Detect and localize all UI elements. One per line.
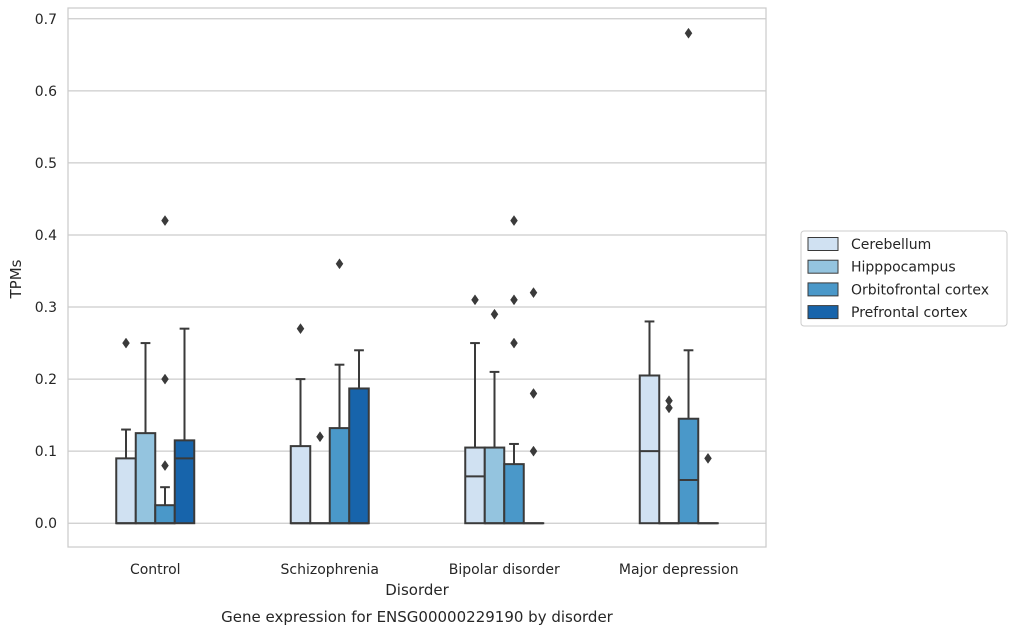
outlier-point	[297, 324, 304, 334]
box	[679, 419, 699, 523]
y-tick-label: 0.0	[35, 516, 57, 532]
box	[330, 428, 350, 523]
y-tick-label: 0.3	[35, 300, 57, 316]
x-tick-labels: Control Schizophrenia Bipolar disorder Majo…	[130, 562, 739, 578]
outlier-point	[685, 28, 692, 38]
y-tick-label: 0.2	[35, 372, 57, 388]
outlier-point	[472, 295, 479, 305]
box-group	[330, 365, 350, 524]
box-group	[175, 329, 195, 524]
legend-swatch	[808, 238, 838, 251]
x-tick-label: Schizophrenia	[281, 562, 379, 578]
box-group	[349, 350, 369, 523]
box-group	[504, 444, 524, 523]
box	[155, 505, 175, 523]
y-tick-label: 0.7	[35, 12, 57, 28]
legend-label: Prefrontal cortex	[851, 305, 968, 321]
outlier-layer	[123, 28, 712, 470]
outlier-point	[511, 216, 518, 226]
outlier-point	[530, 288, 537, 298]
legend: Cerebellum Hipppocampus Orbitofrontal cort…	[801, 231, 1007, 326]
box-group	[136, 343, 156, 523]
x-tick-label: Major depression	[619, 562, 739, 578]
box	[504, 464, 524, 523]
legend-label: Hipppocampus	[851, 260, 956, 276]
box	[175, 440, 195, 523]
chart-caption: Gene expression for ENSG00000229190 by d…	[221, 608, 614, 626]
y-tick-label: 0.1	[35, 444, 57, 460]
box-group	[155, 487, 175, 523]
box-group	[640, 321, 660, 523]
x-axis-label: Disorder	[385, 581, 449, 599]
box	[291, 446, 311, 523]
outlier-point	[317, 432, 324, 442]
box-group	[116, 430, 136, 524]
outlier-point	[511, 295, 518, 305]
legend-label: Cerebellum	[851, 237, 931, 253]
grid-layer	[68, 19, 766, 523]
box	[640, 376, 660, 524]
box-layer	[116, 321, 718, 523]
box-group	[679, 350, 699, 523]
outlier-point	[705, 453, 712, 463]
y-tick-labels: 0.0 0.1 0.2 0.3 0.4 0.5 0.6 0.7	[35, 12, 57, 532]
legend-swatch	[808, 260, 838, 273]
plot-frame	[68, 8, 766, 547]
box-group	[291, 379, 311, 523]
box	[349, 388, 369, 523]
outlier-point	[491, 309, 498, 319]
outlier-point	[336, 259, 343, 269]
outlier-point	[511, 338, 518, 348]
outlier-point	[162, 461, 169, 471]
legend-swatch	[808, 283, 838, 296]
legend-swatch	[808, 306, 838, 319]
x-tick-label: Control	[130, 562, 181, 578]
x-tick-label: Bipolar disorder	[449, 562, 560, 578]
outlier-point	[162, 216, 169, 226]
y-tick-label: 0.5	[35, 156, 57, 172]
y-tick-label: 0.6	[35, 84, 57, 100]
outlier-point	[530, 389, 537, 399]
box	[465, 448, 485, 524]
outlier-point	[123, 338, 130, 348]
outlier-point	[162, 374, 169, 384]
outlier-point	[530, 446, 537, 456]
y-tick-label: 0.4	[35, 228, 57, 244]
box-group	[485, 372, 505, 523]
outlier-point	[666, 396, 673, 406]
box-group	[465, 343, 485, 523]
box	[485, 448, 505, 524]
box	[116, 458, 136, 523]
y-axis-label: TPMs	[7, 259, 25, 299]
legend-label: Orbitofrontal cortex	[851, 282, 989, 298]
box	[136, 433, 156, 523]
